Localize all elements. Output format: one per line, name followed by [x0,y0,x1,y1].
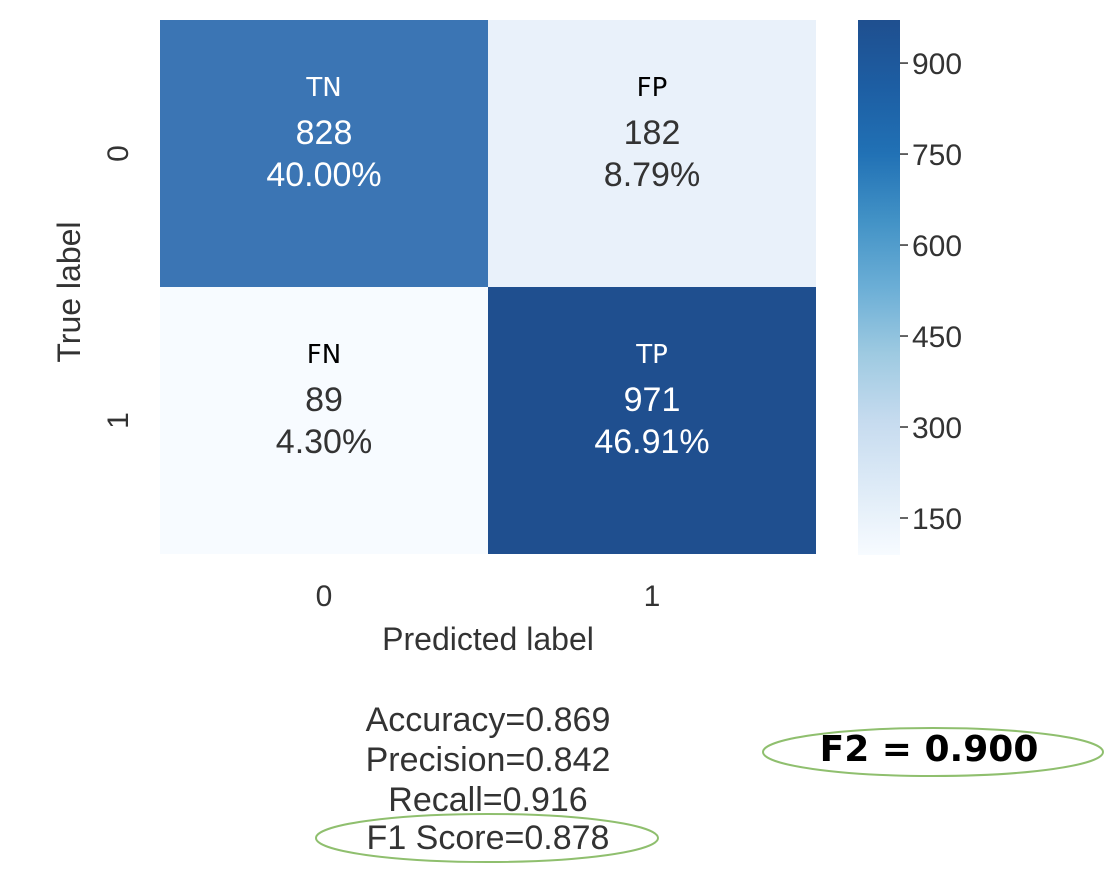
heatmap-cell-fn [160,287,488,554]
colorbar-ticks: 900 750 600 450 300 150 [900,48,962,536]
colorbar-tick-label: 600 [912,230,962,263]
f2-score-callout: F2 = 0.900 [819,729,1039,770]
cell-tag-fp: FP [637,73,668,103]
colorbar-tick-label: 300 [912,412,962,445]
colorbar-tick-label: 750 [912,139,962,172]
y-tick-label: 1 [102,412,135,429]
x-tick-label: 0 [316,580,333,613]
y-tick-labels: 01 [102,145,135,429]
cell-count-fp: 182 [624,114,681,152]
cell-count-tp: 971 [624,381,681,419]
cell-tag-tn: TN [305,73,341,103]
cell-percent-tn: 40.00% [266,156,381,194]
y-axis-label: True label [51,221,87,362]
colorbar-tick-label: 900 [912,48,962,81]
x-axis-label: Predicted label [382,621,594,657]
cell-percent-tp: 46.91% [594,423,709,461]
colorbar-tick-label: 150 [912,503,962,536]
heatmap: TN 828 40.00% FP 182 8.79% FN 89 4.30% TP 971 46.91… [160,20,816,554]
precision-text: Precision=0.842 [365,741,611,779]
heatmap-cell-fp [488,20,816,287]
x-tick-label: 1 [644,580,661,613]
heatmap-cell-tp [488,287,816,554]
f2-highlight-ellipse [762,727,1104,777]
cell-tag-fn: FN [307,340,341,370]
recall-text: Recall=0.916 [388,781,588,819]
cell-percent-fp: 8.79% [604,156,700,194]
accuracy-text: Accuracy=0.869 [365,701,611,739]
y-tick-label: 0 [102,145,135,162]
f1-score-text: F1 Score=0.878 [366,819,610,857]
colorbar-tick-label: 450 [912,321,962,354]
cell-percent-fn: 4.30% [276,423,372,461]
cell-count-tn: 828 [296,114,353,152]
colorbar [858,20,900,555]
cell-count-fn: 89 [305,381,343,419]
f1-highlight-ellipse [315,813,659,863]
cell-tag-tp: TP [635,340,668,370]
heatmap-cell-tn [160,20,488,287]
